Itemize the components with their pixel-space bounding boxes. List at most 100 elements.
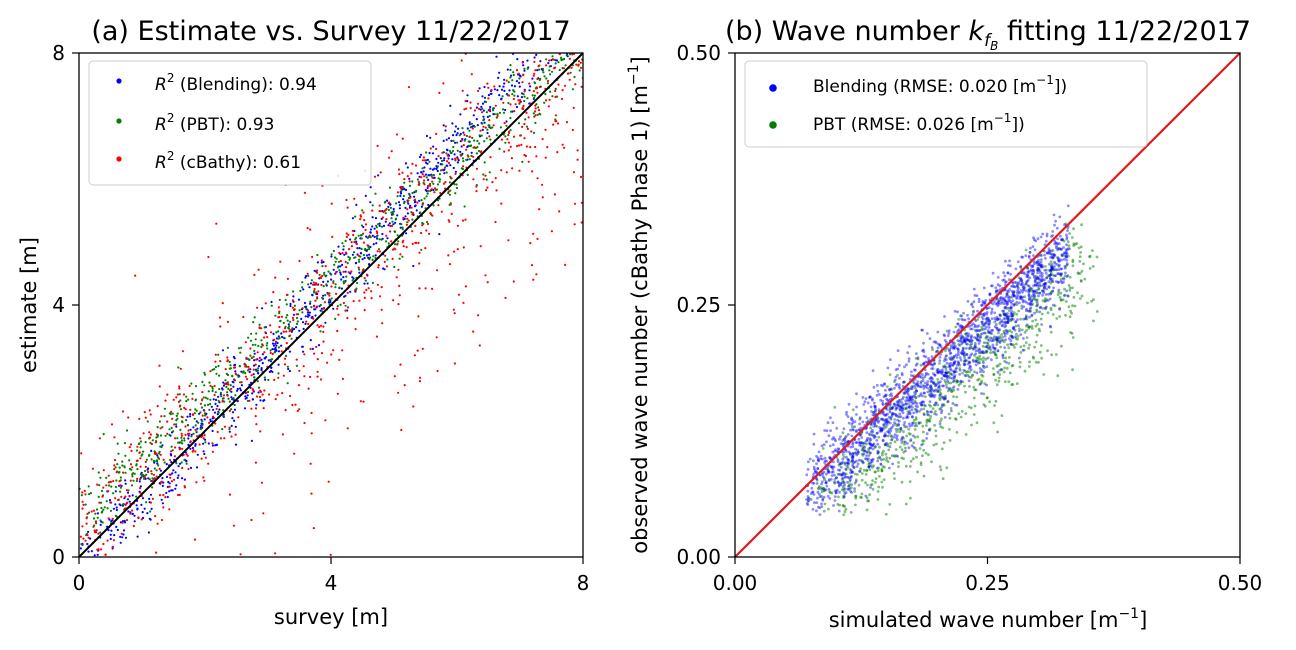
panel-a-point-cbathy: [453, 250, 456, 253]
panel-b-point-pbt: [916, 356, 920, 359]
panel-b-point-pbt: [1073, 304, 1077, 308]
panel-a-point-pbt: [359, 234, 362, 237]
panel-b-point-pbt: [954, 418, 958, 421]
panel-a-ytick-label-0: 0: [52, 545, 65, 569]
panel-b-point-pbt: [990, 332, 994, 335]
panel-b-point-blending: [921, 328, 924, 332]
panel-a-point-blending: [460, 145, 463, 148]
panel-a-point-blending: [476, 124, 479, 127]
panel-b-point-pbt: [845, 464, 849, 468]
panel-b-point-blending: [895, 434, 899, 438]
panel-b-point-blending: [1064, 251, 1068, 255]
panel-a-point-blending: [143, 507, 146, 510]
panel-b-point-blending: [897, 419, 901, 423]
panel-a-point-cbathy: [564, 263, 567, 266]
panel-a-point-cbathy: [460, 59, 463, 62]
panel-b-point-blending: [837, 483, 841, 487]
panel-b-point-pbt: [978, 354, 982, 358]
panel-b-point-pbt: [849, 511, 853, 514]
panel-a-point-cbathy: [315, 291, 318, 294]
panel-b-point-blending: [1038, 262, 1041, 266]
panel-b-point-blending: [896, 367, 900, 371]
panel-b-point-blending: [942, 374, 946, 378]
panel-b-point-blending: [929, 380, 933, 383]
panel-a-point-cbathy: [537, 109, 541, 112]
panel-a-point-blending: [403, 188, 406, 191]
panel-a-point-pbt: [222, 414, 225, 417]
panel-b-point-blending: [985, 365, 989, 369]
panel-b-point-blending: [982, 331, 986, 335]
panel-a-point-cbathy: [484, 274, 487, 277]
panel-a-point-cbathy: [534, 107, 537, 110]
panel-b-point-blending: [1024, 254, 1028, 258]
panel-b-point-blending: [889, 416, 893, 420]
panel-a-point-pbt: [288, 325, 291, 328]
panel-a-legend-label-pbt: R2 (PBT): 0.93: [155, 111, 274, 135]
panel-a-point-pbt: [523, 95, 526, 98]
panel-b-point-pbt: [854, 478, 858, 482]
panel-a-point-cbathy: [274, 398, 277, 401]
panel-b-point-blending: [845, 413, 848, 416]
panel-b-point-pbt: [921, 442, 925, 446]
panel-b-point-blending: [1009, 264, 1012, 268]
panel-b-point-blending: [1037, 294, 1040, 298]
panel-a-point-pbt: [118, 471, 121, 474]
panel-a-point-cbathy: [527, 116, 530, 119]
panel-b-point-blending: [974, 349, 978, 353]
panel-a-point-pbt: [449, 189, 452, 192]
panel-b-point-blending: [1038, 291, 1041, 295]
panel-a-point-pbt: [548, 65, 551, 68]
panel-b-point-blending: [936, 367, 940, 371]
panel-a-point-blending: [444, 129, 447, 132]
panel-b-point-blending: [858, 416, 862, 420]
panel-a-point-cbathy: [487, 86, 490, 89]
panel-b-point-pbt: [868, 493, 871, 497]
panel-b-point-blending: [806, 499, 810, 503]
panel-b-point-blending: [961, 341, 965, 344]
panel-b-point-blending: [996, 338, 999, 341]
panel-a-point-pbt: [471, 136, 474, 139]
panel-a-point-blending: [384, 220, 387, 223]
panel-b-point-blending: [872, 434, 875, 438]
panel-b-point-blending: [1028, 315, 1031, 319]
panel-a-point-cbathy: [450, 177, 453, 180]
panel-a-point-cbathy: [258, 395, 262, 399]
panel-a-point-cbathy: [485, 189, 488, 192]
panel-b-point-pbt: [884, 452, 888, 456]
panel-a-point-cbathy: [534, 69, 537, 72]
panel-b-point-blending: [860, 441, 864, 444]
panel-a-point-cbathy: [486, 281, 489, 284]
panel-a-point-pbt: [159, 441, 162, 444]
panel-b-point-blending: [871, 444, 875, 447]
panel-a-point-cbathy: [375, 335, 378, 338]
panel-a-point-pbt: [260, 339, 263, 342]
panel-a-point-blending: [388, 222, 391, 225]
panel-b-point-pbt: [902, 440, 906, 444]
panel-b-point-pbt: [1012, 326, 1015, 330]
panel-a-point-cbathy: [311, 283, 315, 286]
panel-a-point-pbt: [179, 399, 182, 402]
panel-b-point-blending: [1057, 259, 1061, 263]
panel-b-point-blending: [849, 471, 852, 475]
panel-a-point-cbathy: [440, 210, 443, 213]
panel-a-point-blending: [406, 212, 409, 215]
panel-b-point-blending: [1037, 268, 1040, 272]
panel-b-point-blending: [812, 493, 816, 496]
panel-a-point-blending: [428, 151, 431, 155]
panel-a-point-pbt: [102, 508, 105, 511]
panel-b-point-blending: [1060, 238, 1063, 242]
panel-a-point-pbt: [366, 248, 369, 251]
panel-b-point-pbt: [1042, 373, 1046, 376]
panel-a-point-pbt: [549, 90, 552, 93]
panel-b-point-pbt: [854, 503, 857, 507]
panel-a-point-pbt: [180, 439, 183, 442]
panel-b-point-pbt: [841, 479, 845, 483]
panel-b-point-blending: [912, 381, 916, 385]
panel-a-point-blending: [273, 348, 276, 351]
panel-a-point-blending: [119, 535, 122, 538]
panel-a-point-pbt: [429, 189, 432, 193]
panel-a-point-cbathy: [252, 368, 255, 371]
panel-a-point-pbt: [195, 409, 198, 412]
panel-b-point-blending: [929, 376, 933, 379]
panel-a-point-cbathy: [494, 104, 497, 107]
